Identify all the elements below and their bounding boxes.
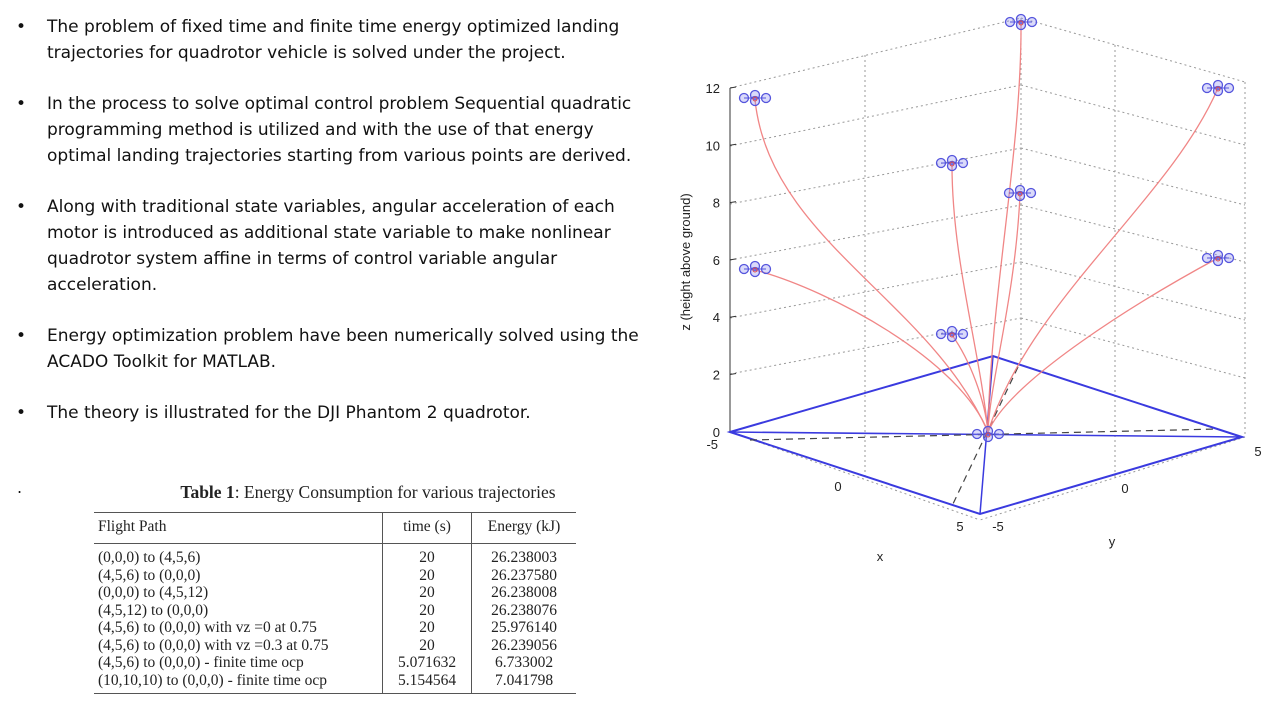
z-tick-label: 4 (713, 310, 720, 325)
cell-energy: 26.239056 (491, 636, 557, 654)
z-tick-label: 12 (706, 81, 720, 96)
y-tick-label: 0 (1121, 481, 1128, 496)
quadrotor-icon (971, 425, 1005, 443)
quadrotor-icon (738, 89, 772, 107)
energy-table: Flight Path time (s) Energy (kJ) (0,0,0)… (94, 512, 576, 694)
z-tick (729, 373, 737, 375)
cell-flight-path: (4,5,12) to (0,0,0) (94, 601, 383, 619)
x-tick-label: -5 (706, 437, 718, 452)
bullet-item: In the process to solve optimal control … (14, 91, 644, 169)
cell-flight-path: (4,5,6) to (0,0,0) with vz =0 at 0.75 (94, 619, 383, 637)
z-tick (729, 315, 737, 318)
trajectory (754, 99, 989, 433)
table-row: (4,5,6) to (0,0,0) 20 26.237580 (94, 566, 576, 584)
trajectory (987, 194, 1021, 433)
header-time: time (s) (382, 512, 472, 544)
table-row: (0,0,0) to (4,5,6) 20 26.238003 (94, 543, 576, 567)
cell-time: 20 (382, 636, 472, 654)
cell-flight-path: (10,10,10) to (0,0,0) - finite time ocp (94, 671, 383, 694)
z-tick (729, 143, 737, 146)
trajectory (987, 87, 1219, 433)
table-row: (10,10,10) to (0,0,0) - finite time ocp 5… (94, 671, 576, 694)
trajectory (987, 21, 1022, 433)
header-energy: Energy (kJ) (471, 512, 576, 544)
trajectory (951, 164, 989, 433)
y-tick-label: -5 (992, 519, 1004, 534)
bullet-item: The theory is illustrated for the DJI Ph… (14, 400, 644, 426)
cell-energy: 26.238003 (491, 549, 557, 566)
table-body: (0,0,0) to (4,5,6) 20 26.238003 (4,5,6) to … (94, 543, 576, 694)
z-tick-marks: 12 10 8 6 4 2 0 (706, 81, 737, 440)
z-tick-label: 0 (713, 425, 720, 440)
quadrotor-icon (1201, 79, 1235, 97)
y-tick-label: 5 (1254, 444, 1261, 459)
y-axis-label: y (1109, 534, 1116, 549)
bullet-item: Energy optimization problem have been nu… (14, 323, 644, 375)
cell-energy: 26.238008 (491, 584, 557, 601)
cell-flight-path: (0,0,0) to (4,5,6) (94, 543, 383, 567)
bullet-list: The problem of fixed time and finite tim… (14, 14, 644, 451)
table-caption-text: : Energy Consumption for various traject… (234, 482, 556, 502)
trajectories (754, 21, 1219, 433)
z-tick (729, 201, 737, 204)
quadrotor-icon (935, 325, 969, 343)
quadrotor-icon (1004, 13, 1038, 31)
table-header-row: Flight Path time (s) Energy (kJ) (94, 512, 576, 544)
quadrotor-icon (738, 260, 772, 278)
energy-table-figure: Table 1: Energy Consumption for various … (94, 482, 578, 694)
trajectory (987, 257, 1219, 433)
cell-flight-path: (4,5,6) to (0,0,0) with vz =0.3 at 0.75 (94, 636, 383, 654)
table-row: (4,5,6) to (0,0,0) with vz =0.3 at 0.75 2… (94, 636, 576, 654)
z-tick (729, 86, 737, 89)
table-row: (0,0,0) to (4,5,12) 20 26.238008 (94, 584, 576, 602)
cell-time: 20 (382, 601, 472, 619)
grid-lines (729, 17, 1246, 521)
z-tick-label: 6 (713, 253, 720, 268)
cell-time: 20 (382, 584, 472, 602)
x-axis-label: x (877, 549, 884, 564)
z-axis-label: z (height above ground) (678, 193, 693, 330)
cell-energy: 26.237580 (491, 566, 557, 584)
cell-energy: 26.238076 (491, 601, 557, 619)
cell-time: 20 (382, 619, 472, 637)
cell-time: 5.154564 (382, 671, 472, 694)
cell-time: 20 (382, 566, 472, 584)
bullet-item: The problem of fixed time and finite tim… (14, 14, 644, 66)
cell-flight-path: (0,0,0) to (4,5,12) (94, 584, 383, 602)
z-tick-label: 8 (713, 196, 720, 211)
cell-flight-path: (4,5,6) to (0,0,0) (94, 566, 383, 584)
z-tick (729, 258, 737, 261)
cell-flight-path: (4,5,6) to (0,0,0) - finite time ocp (94, 654, 383, 672)
quadrotor-icon (1003, 184, 1037, 202)
z-axis: 12 10 8 6 4 2 0 z (height above ground) (678, 81, 737, 440)
trajectory-3d-plot: 12 10 8 6 4 2 0 z (height above ground) -5 0 5… (678, 13, 1262, 564)
quadrotor-icon (935, 154, 969, 172)
cell-time: 20 (382, 543, 472, 567)
stray-mark: . (17, 478, 23, 497)
trajectory (754, 269, 989, 433)
table-caption: Table 1: Energy Consumption for various … (158, 482, 578, 503)
z-tick-label: 10 (706, 138, 720, 153)
cell-energy: 6.733002 (494, 654, 554, 671)
table-row: (4,5,12) to (0,0,0) 20 26.238076 (94, 601, 576, 619)
header-flight-path: Flight Path (94, 512, 383, 544)
table-caption-label: Table 1 (180, 482, 235, 502)
quadrotor-icon (1201, 249, 1235, 267)
bullet-item: Along with traditional state variables, … (14, 194, 644, 298)
x-tick-label: 5 (956, 519, 963, 534)
quadrotor-markers (738, 13, 1235, 443)
table-row: (4,5,6) to (0,0,0) with vz =0 at 0.75 20 2… (94, 619, 576, 637)
cell-energy: 25.976140 (491, 619, 557, 636)
z-tick-label: 2 (713, 368, 720, 383)
cell-time: 5.071632 (382, 654, 472, 672)
x-tick-label: 0 (834, 479, 841, 494)
table-row: (4,5,6) to (0,0,0) - finite time ocp 5.07… (94, 654, 576, 672)
cell-energy: 7.041798 (471, 671, 576, 694)
trajectory (951, 334, 989, 433)
